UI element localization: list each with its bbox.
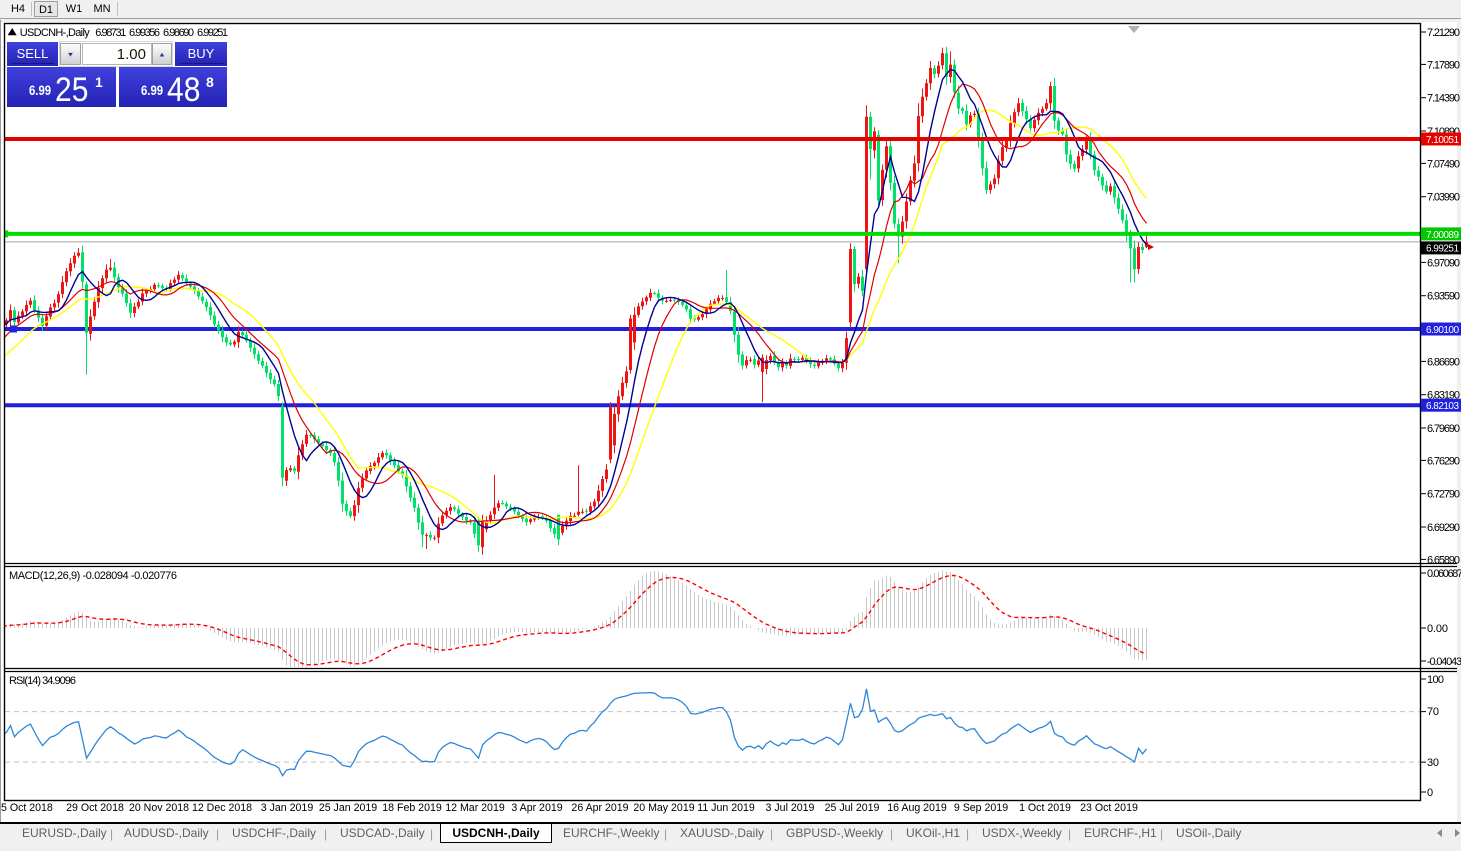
svg-text:0: 0 <box>1427 787 1433 799</box>
svg-text:6.65890: 6.65890 <box>1427 554 1460 566</box>
svg-text:11 Jun 2019: 11 Jun 2019 <box>697 802 755 814</box>
svg-text:6.72790: 6.72790 <box>1427 489 1460 501</box>
svg-text:20 May 2019: 20 May 2019 <box>633 802 694 814</box>
svg-text:18 Feb 2019: 18 Feb 2019 <box>382 802 442 814</box>
svg-text:-0.040437: -0.040437 <box>1427 656 1461 668</box>
svg-text:5 Oct 2018: 5 Oct 2018 <box>1 802 53 814</box>
svg-text:6.98690: 6.98690 <box>163 27 194 39</box>
svg-text:6.93590: 6.93590 <box>1427 291 1460 303</box>
svg-text:7.14390: 7.14390 <box>1427 93 1460 105</box>
svg-text:6.90100: 6.90100 <box>1426 325 1459 336</box>
svg-text:0.060687: 0.060687 <box>1427 568 1461 580</box>
svg-text:26 Apr 2019: 26 Apr 2019 <box>571 802 628 814</box>
svg-text:100: 100 <box>1427 674 1444 686</box>
svg-text:6.82103: 6.82103 <box>1426 401 1459 412</box>
svg-text:0.00: 0.00 <box>1427 623 1448 635</box>
svg-text:6.76290: 6.76290 <box>1427 455 1460 467</box>
svg-text:1 Oct 2019: 1 Oct 2019 <box>1019 802 1071 814</box>
svg-text:12 Mar 2019: 12 Mar 2019 <box>445 802 505 814</box>
svg-text:30: 30 <box>1427 757 1439 769</box>
svg-text:6.97090: 6.97090 <box>1427 257 1460 269</box>
svg-text:6.69290: 6.69290 <box>1427 522 1460 534</box>
svg-text:6.99356: 6.99356 <box>129 27 160 39</box>
svg-text:25 Jul 2019: 25 Jul 2019 <box>825 802 880 814</box>
svg-text:6.98731: 6.98731 <box>95 27 126 39</box>
svg-text:7.17890: 7.17890 <box>1427 59 1460 71</box>
svg-text:20 Nov 2018: 20 Nov 2018 <box>129 802 189 814</box>
svg-text:70: 70 <box>1427 706 1439 718</box>
svg-text:7.00089: 7.00089 <box>1426 230 1459 241</box>
svg-text:9 Sep 2019: 9 Sep 2019 <box>954 802 1008 814</box>
svg-text:23 Oct 2019: 23 Oct 2019 <box>1080 802 1138 814</box>
svg-text:6.99251: 6.99251 <box>1426 243 1459 254</box>
svg-text:MACD(12,26,9) -0.028094 -0.020: MACD(12,26,9) -0.028094 -0.020776 <box>9 570 177 582</box>
svg-text:16 Aug 2019: 16 Aug 2019 <box>887 802 947 814</box>
svg-text:7.21290: 7.21290 <box>1427 27 1460 39</box>
svg-text:6.86690: 6.86690 <box>1427 356 1460 368</box>
svg-text:6.99251: 6.99251 <box>197 27 228 39</box>
svg-text:USDCNH-,Daily: USDCNH-,Daily <box>20 27 91 39</box>
svg-text:7.03990: 7.03990 <box>1427 192 1460 204</box>
svg-text:3 Jan 2019: 3 Jan 2019 <box>261 802 314 814</box>
svg-text:3 Jul 2019: 3 Jul 2019 <box>766 802 815 814</box>
svg-text:7.07490: 7.07490 <box>1427 158 1460 170</box>
svg-text:12 Dec 2018: 12 Dec 2018 <box>192 802 252 814</box>
svg-text:RSI(14) 34.9096: RSI(14) 34.9096 <box>9 675 76 687</box>
svg-text:3 Apr 2019: 3 Apr 2019 <box>511 802 562 814</box>
svg-text:7.10051: 7.10051 <box>1426 135 1459 146</box>
svg-text:6.79690: 6.79690 <box>1427 423 1460 435</box>
svg-text:25 Jan 2019: 25 Jan 2019 <box>319 802 377 814</box>
svg-text:29 Oct 2018: 29 Oct 2018 <box>66 802 124 814</box>
